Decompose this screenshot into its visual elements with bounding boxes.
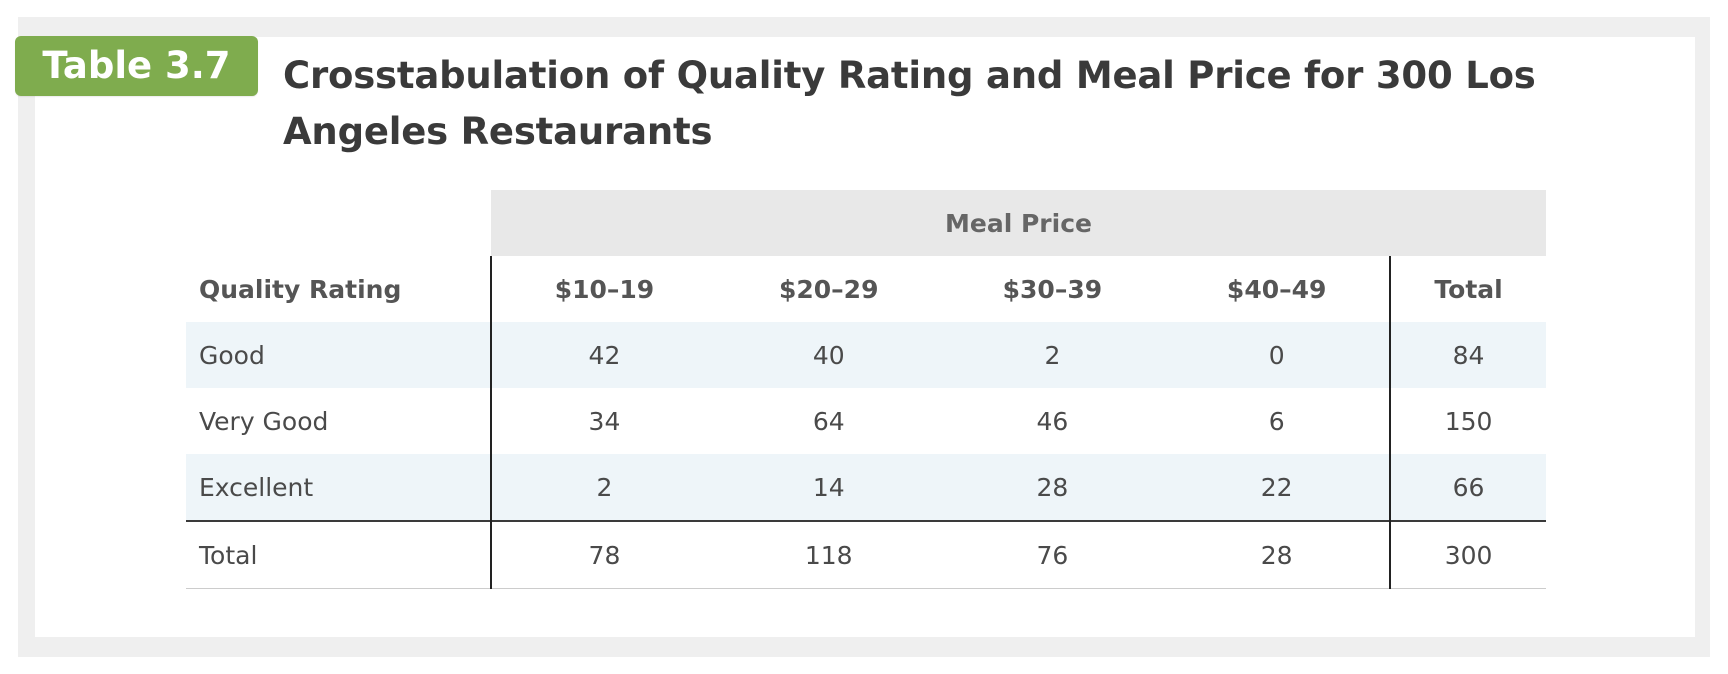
table-cell: 46 bbox=[1036, 406, 1069, 436]
table-cell: 78 bbox=[491, 520, 717, 589]
table-cell: 40 bbox=[716, 322, 941, 388]
row-total-cell: 66 bbox=[1390, 454, 1546, 521]
table-row-excellent: Excellent 2 14 28 22 66 bbox=[186, 454, 1546, 521]
table-cell: 28 bbox=[940, 454, 1165, 521]
table-cell: 76 bbox=[940, 520, 1165, 589]
row-label: Total bbox=[186, 520, 492, 589]
table-title: Crosstabulation of Quality Rating and Me… bbox=[283, 54, 1536, 153]
table-number-badge: Table 3.7 bbox=[15, 36, 258, 96]
column-header-total: Total bbox=[1434, 274, 1503, 304]
row-label: Good bbox=[186, 322, 492, 388]
table-cell: 2 bbox=[940, 322, 1165, 388]
row-label: Very Good bbox=[186, 388, 492, 454]
table-cell: 22 bbox=[1164, 454, 1392, 521]
table-cell: 2 bbox=[491, 454, 717, 521]
row-label: Excellent bbox=[186, 454, 492, 521]
table-cell: 6 bbox=[1164, 388, 1392, 454]
header-row: Quality Rating $10–19 $20–29 $30–39 $40–… bbox=[186, 256, 1546, 322]
table-row-total: Total 78 118 76 28 300 bbox=[186, 520, 1546, 589]
grand-total-cell: 300 bbox=[1390, 520, 1546, 589]
column-header-30-39: $30–39 bbox=[1002, 274, 1103, 304]
table-row-very-good: Very Good 34 64 46 6 150 bbox=[186, 388, 1546, 454]
row-total-cell: 150 bbox=[1444, 406, 1493, 436]
table-cell: 34 bbox=[588, 406, 621, 436]
spanner-row: Meal Price bbox=[186, 190, 1546, 256]
table-cell: 42 bbox=[491, 322, 717, 388]
column-header-20-29: $20–29 bbox=[778, 274, 879, 304]
meal-price-spanner: Meal Price bbox=[491, 190, 1546, 256]
table-cell: 0 bbox=[1164, 322, 1392, 388]
table-cell: 64 bbox=[812, 406, 845, 436]
table-cell: 28 bbox=[1164, 520, 1392, 589]
table-row-good: Good 42 40 2 0 84 bbox=[186, 322, 1546, 388]
column-header-40-49: $40–49 bbox=[1164, 256, 1392, 322]
table-cell: 118 bbox=[716, 520, 941, 589]
table-cell: 14 bbox=[716, 454, 941, 521]
column-header-10-19: $10–19 bbox=[554, 274, 655, 304]
row-total-cell: 84 bbox=[1390, 322, 1546, 388]
column-header-quality-rating: Quality Rating bbox=[186, 256, 492, 322]
crosstab-table: Meal Price Quality Rating $10–19 $20–29 … bbox=[186, 190, 1546, 589]
